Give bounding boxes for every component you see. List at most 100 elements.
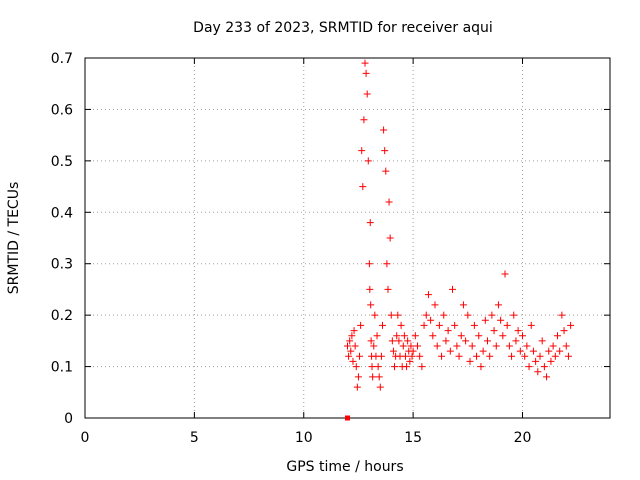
data-point	[521, 352, 529, 360]
data-point	[451, 321, 459, 329]
data-point	[370, 342, 378, 350]
data-point	[381, 147, 389, 155]
data-point	[433, 342, 441, 350]
x-tick-label: 0	[81, 430, 90, 446]
data-point	[364, 157, 372, 165]
y-tick-label: 0.2	[51, 308, 73, 324]
data-point	[368, 363, 376, 371]
data-point	[562, 342, 570, 350]
y-tick-label: 0.1	[51, 360, 73, 376]
data-point	[514, 327, 522, 335]
x-tick-label: 20	[514, 430, 532, 446]
data-point	[380, 126, 388, 134]
data-point	[538, 337, 546, 345]
data-point	[516, 347, 524, 355]
data-point	[404, 337, 412, 345]
data-point	[422, 311, 430, 319]
data-point	[466, 357, 474, 365]
data-point	[484, 337, 491, 345]
data-point	[365, 260, 373, 268]
data-point	[409, 347, 417, 355]
grid-lines	[85, 58, 610, 418]
data-point	[532, 357, 540, 365]
data-point	[481, 316, 489, 324]
data-point	[395, 337, 403, 345]
data-point	[403, 363, 411, 371]
y-tick-label: 0.5	[51, 154, 73, 170]
data-point	[442, 337, 450, 345]
data-point	[492, 342, 500, 350]
data-point	[386, 234, 394, 242]
data-point	[388, 337, 396, 345]
data-point	[464, 311, 472, 319]
data-point	[375, 373, 383, 381]
data-point	[349, 357, 357, 365]
tick-marks	[84, 57, 610, 419]
data-point	[564, 352, 572, 360]
y-tick-label: 0.6	[51, 102, 73, 118]
data-point	[567, 321, 575, 329]
data-point	[384, 285, 392, 293]
data-point	[361, 59, 369, 67]
data-point	[475, 332, 483, 340]
data-point	[486, 352, 494, 360]
data-point	[435, 321, 443, 329]
y-tick-labels: 0 0.1 0.2 0.3 0.4 0.5 0.6 0.7	[51, 51, 73, 427]
y-axis-title: SRMTID / TECUs	[6, 182, 22, 295]
data-point	[547, 357, 555, 365]
data-point	[429, 332, 437, 340]
data-point	[462, 337, 470, 345]
data-point	[424, 291, 432, 299]
chart-title: Day 233 of 2023, SRMTID for receiver aqu…	[193, 20, 493, 36]
data-point	[529, 347, 537, 355]
data-point	[353, 383, 361, 391]
data-point	[367, 301, 375, 309]
data-point	[350, 327, 358, 335]
data-point	[418, 363, 426, 371]
data-point	[440, 311, 448, 319]
data-point	[468, 342, 476, 350]
data-point	[357, 321, 365, 329]
data-point	[470, 321, 478, 329]
data-point	[354, 373, 362, 381]
data-point	[536, 352, 544, 360]
data-point	[393, 332, 401, 340]
data-point	[479, 347, 487, 355]
data-point	[374, 363, 382, 371]
x-tick-label: 5	[190, 430, 199, 446]
data-point	[545, 347, 553, 355]
data-point	[446, 347, 454, 355]
data-point	[490, 327, 498, 335]
data-point	[416, 352, 424, 360]
data-point	[501, 270, 509, 278]
data-point	[453, 342, 461, 350]
data-point	[457, 332, 465, 340]
data-point	[414, 342, 421, 350]
data-point	[494, 301, 502, 309]
data-point	[505, 342, 513, 350]
data-point	[427, 316, 435, 324]
data-point	[560, 327, 568, 335]
data-point	[459, 301, 467, 309]
data-point	[356, 352, 364, 360]
data-point	[369, 373, 377, 381]
data-point	[391, 363, 399, 371]
data-point	[534, 368, 542, 376]
data-point	[558, 311, 566, 319]
data-point	[347, 347, 355, 355]
data-point	[525, 363, 533, 371]
x-tick-label: 10	[295, 430, 313, 446]
data-point	[385, 198, 393, 206]
data-point	[348, 332, 356, 340]
data-point	[499, 332, 507, 340]
data-point	[549, 342, 557, 350]
data-point-square	[345, 415, 350, 421]
data-point	[431, 301, 439, 309]
data-point	[363, 90, 371, 98]
data-point	[358, 147, 366, 155]
data-point	[411, 332, 419, 340]
data-point	[371, 311, 379, 319]
data-point	[352, 363, 360, 371]
data-point	[366, 285, 374, 293]
data-point	[407, 342, 415, 350]
